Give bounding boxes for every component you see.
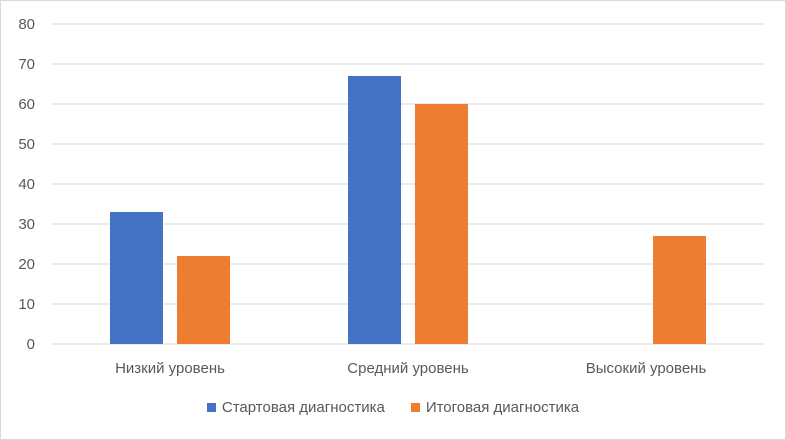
y-tick-label: 30 <box>18 216 35 233</box>
legend: Стартовая диагностика Итоговая диагности… <box>1 399 785 416</box>
y-tick-label: 50 <box>18 136 35 153</box>
y-tick-label: 40 <box>18 176 35 193</box>
legend-item-series-1: Стартовая диагностика <box>206 399 385 416</box>
x-axis-category-labels: Низкий уровень Средний уровень Высокий уро… <box>115 360 706 377</box>
gridlines <box>51 23 765 345</box>
legend-label-series-2: Итоговая диагностика <box>425 399 580 416</box>
bar-series-2-category-2 <box>415 104 468 344</box>
bars <box>110 76 706 344</box>
y-tick-label: 60 <box>18 96 35 113</box>
legend-swatch-series-1 <box>206 403 216 412</box>
bar-series-2-category-3 <box>653 236 706 344</box>
x-category-label-3: Высокий уровень <box>586 360 707 377</box>
legend-item-series-2: Итоговая диагностика <box>410 399 580 416</box>
y-axis-tick-labels: 0 10 20 30 40 50 60 70 80 <box>18 16 35 353</box>
x-category-label-2: Средний уровень <box>347 360 469 377</box>
bar-series-2-category-1 <box>177 256 230 344</box>
y-tick-label: 80 <box>18 16 35 33</box>
y-tick-label: 10 <box>18 296 35 313</box>
y-tick-label: 0 <box>27 336 35 353</box>
legend-label-series-1: Стартовая диагностика <box>221 399 385 416</box>
y-tick-label: 20 <box>18 256 35 273</box>
legend-swatch-series-2 <box>410 403 420 412</box>
y-tick-label: 70 <box>18 56 35 73</box>
bar-series-1-category-1 <box>110 212 163 344</box>
x-category-label-1: Низкий уровень <box>115 360 225 377</box>
bar-series-1-category-2 <box>348 76 401 344</box>
